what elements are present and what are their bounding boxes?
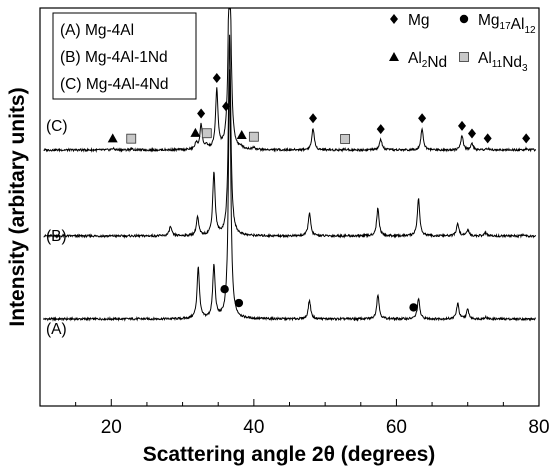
x-axis-ticks: 20 40 60 80 xyxy=(39,399,550,438)
legend-marker-triangle xyxy=(389,52,399,61)
legend-marker-circle xyxy=(459,14,469,24)
phase-marker-square xyxy=(248,131,259,142)
phase-marker-square xyxy=(201,128,212,139)
phase-marker-square xyxy=(126,133,137,144)
phase-marker-circle xyxy=(409,303,418,312)
x-tick-label: 20 xyxy=(101,417,122,438)
phase-marker-triangle xyxy=(107,133,118,143)
phase-marker-diamond xyxy=(222,101,231,112)
phase-marker-circle xyxy=(220,285,229,294)
legend-marker-diamond xyxy=(390,14,398,24)
sample-legend-entry: (A) Mg-4Al xyxy=(60,22,134,39)
legend-marker-square xyxy=(459,52,469,62)
phase-marker-diamond xyxy=(467,128,476,139)
x-tick-label: 40 xyxy=(243,417,264,438)
sample-legend: (A) Mg-4Al (B) Mg-4Al-1Nd (C) Mg-4Al-4Nd xyxy=(52,12,197,100)
sample-legend-entry: (B) Mg-4Al-1Nd xyxy=(60,49,168,66)
phase-legend: Mg Mg17Al12 Al2Nd Al11Nd3 xyxy=(389,12,536,74)
phase-marker-diamond xyxy=(483,133,492,144)
x-axis-title: Scattering angle 2θ (degrees) xyxy=(143,443,436,466)
phase-markers xyxy=(107,72,531,312)
series-line xyxy=(43,34,537,239)
x-tick-label: 80 xyxy=(528,417,549,438)
sample-legend-box xyxy=(52,12,197,100)
phase-marker-triangle xyxy=(190,127,201,137)
phase-legend-entry: Mg xyxy=(408,12,430,29)
phase-marker-diamond xyxy=(212,72,221,83)
series-label: (A) xyxy=(46,321,67,338)
phase-marker-diamond xyxy=(458,120,467,131)
sample-legend-entry: (C) Mg-4Al-4Nd xyxy=(60,76,169,93)
x-tick-label: 60 xyxy=(386,417,407,438)
phase-marker-square xyxy=(340,134,351,144)
phase-marker-triangle xyxy=(236,129,247,139)
series-label: (B) xyxy=(46,228,67,245)
series-layer: (A) (B) (C) xyxy=(43,8,537,338)
series-line xyxy=(43,8,536,153)
phase-legend-entry: Mg17Al12 xyxy=(478,12,536,36)
phase-marker-diamond xyxy=(376,124,385,135)
phase-marker-circle xyxy=(234,298,244,308)
phase-marker-diamond xyxy=(197,108,206,119)
phase-legend-entry: Al2Nd xyxy=(408,50,447,71)
series-label: (C) xyxy=(46,118,68,135)
phase-marker-diamond xyxy=(309,113,318,124)
y-axis-title: Intensity (arbitary units) xyxy=(6,87,29,326)
phase-legend-entry: Al11Nd3 xyxy=(478,50,528,74)
phase-marker-diamond xyxy=(418,113,427,124)
phase-marker-diamond xyxy=(522,133,531,144)
series-line xyxy=(43,69,536,322)
